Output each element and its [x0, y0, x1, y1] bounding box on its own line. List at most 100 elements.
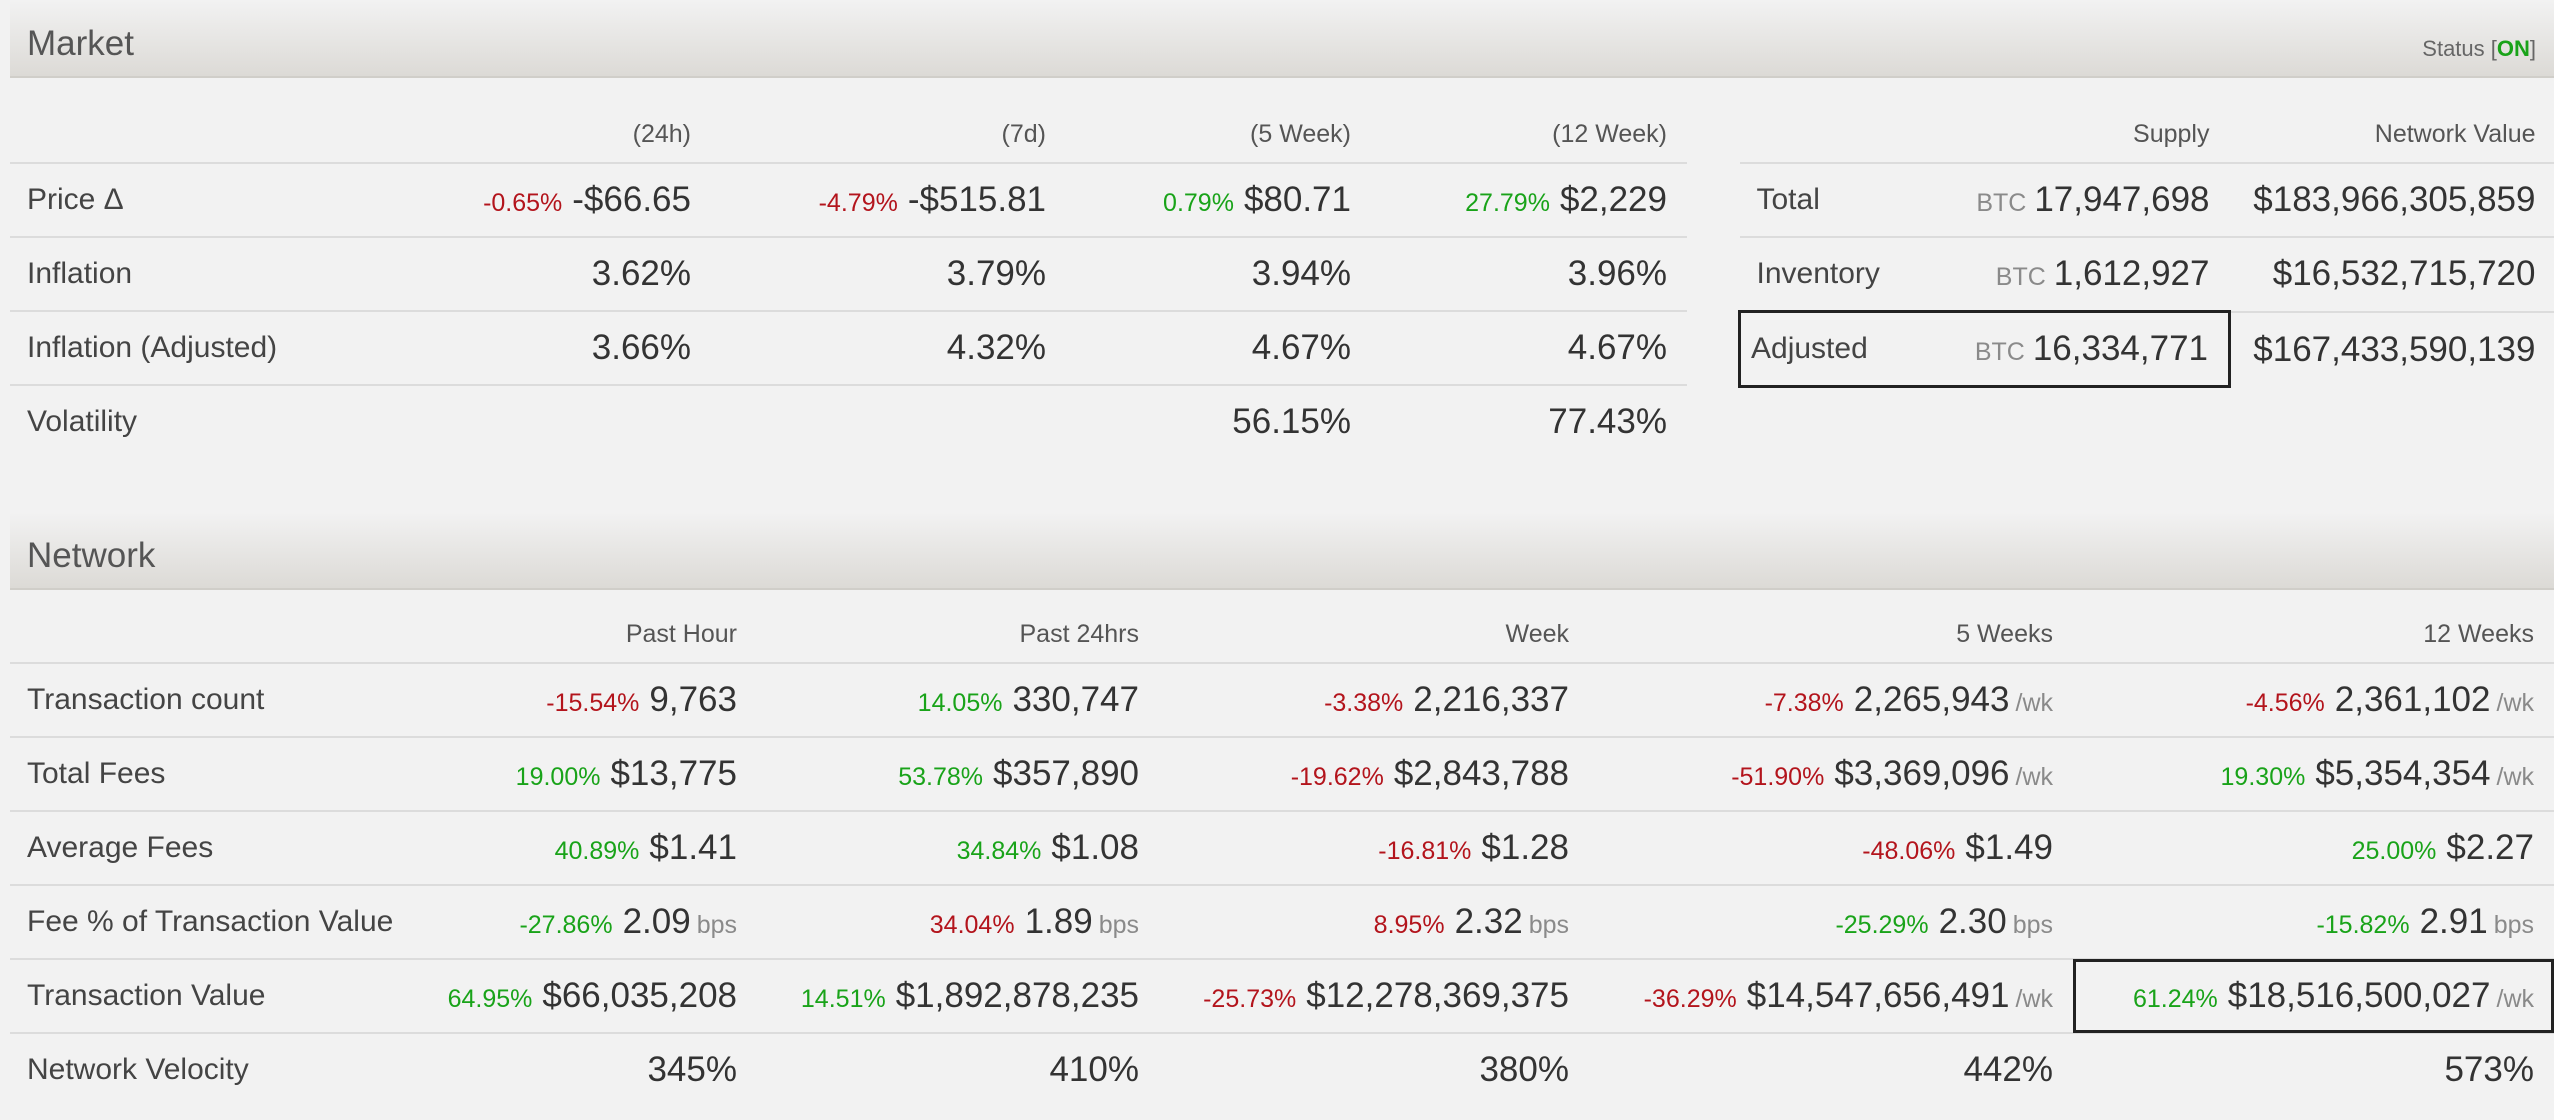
change-pct: -19.62% [1290, 763, 1384, 791]
price-cell: 0.79% $80.71 [1066, 163, 1371, 238]
cell-value: $18,516,500,027 [2227, 976, 2491, 1015]
data-cell: 14.51% $1,892,878,235 [757, 959, 1159, 1034]
data-cell: 34.04% 1.89 bps [757, 885, 1159, 960]
supply-cell: BTC 16,334,771 [1889, 310, 2231, 388]
change-pct: -4.56% [2245, 689, 2325, 717]
inflation-value: 3.94% [1066, 237, 1371, 312]
data-cell: -19.62% $2,843,788 [1159, 737, 1589, 812]
table-row: Transaction count -15.54% 9,763 14.05% 330… [10, 663, 2554, 738]
per-week-suffix: /wk [2496, 689, 2535, 717]
price-change-pct: -0.65% [483, 189, 563, 217]
row-label: Volatility [27, 405, 138, 438]
row-label: Adjusted [1738, 310, 1890, 388]
data-cell: 8.95% 2.32 bps [1159, 885, 1589, 960]
col-5week: (5 Week) [1066, 106, 1371, 164]
inflation-value: 3.62% [356, 237, 711, 312]
status-value: ON [2496, 36, 2530, 61]
change-pct: -27.86% [519, 911, 613, 939]
table-row: Volatility 56.15% 77.43% [10, 385, 1687, 458]
col-7d: (7d) [711, 106, 1066, 164]
cell-value: $3,369,096 [1834, 754, 2010, 793]
cell-value: $5,354,354 [2315, 754, 2491, 793]
inflation-adjusted-value: 4.67% [1066, 311, 1371, 386]
data-cell: -16.81% $1.28 [1159, 811, 1589, 886]
volatility-value: 56.15% [1232, 402, 1351, 441]
price-cell: -0.65% -$66.65 [356, 163, 711, 238]
cell-value: $1.28 [1481, 828, 1569, 867]
price-change-value: $2,229 [1559, 180, 1667, 219]
change-pct: 53.78% [898, 763, 984, 791]
cell-value: $1.49 [1965, 828, 2053, 867]
volatility-value [356, 385, 711, 458]
data-cell: -15.54% 9,763 [393, 663, 757, 738]
data-cell: 53.78% $357,890 [757, 737, 1159, 812]
price-cell: -4.79% -$515.81 [711, 163, 1066, 238]
price-change-value: -$515.81 [907, 180, 1046, 219]
data-cell: -15.82% 2.91 bps [2073, 885, 2554, 960]
change-pct: -15.54% [546, 689, 640, 717]
change-pct: 61.24% [2132, 985, 2218, 1013]
market-header-row: (24h) (7d) (5 Week) (12 Week) [10, 106, 1687, 164]
data-cell: 40.89% $1.41 [393, 811, 757, 886]
price-change-pct: 0.79% [1163, 189, 1234, 217]
cell-value: $66,035,208 [542, 976, 737, 1015]
bps-suffix: bps [2012, 911, 2053, 939]
data-cell: -4.56% 2,361,102/wk [2073, 663, 2554, 738]
btc-unit: BTC [1974, 338, 2025, 366]
supply-cell: BTC 17,947,698 [1889, 163, 2230, 238]
data-cell: -25.73% $12,278,369,375 [1159, 959, 1589, 1034]
change-pct: -51.90% [1731, 763, 1825, 791]
volatility-value [711, 385, 1066, 458]
network-table: Past Hour Past 24hrs Week 5 Weeks 12 Wee… [10, 606, 2554, 1106]
velocity-value: 345% [647, 1050, 737, 1089]
change-pct: 64.95% [447, 985, 533, 1013]
inflation-adjusted-value: 3.66% [356, 311, 711, 386]
row-label: Total Fees [10, 737, 393, 812]
per-week-suffix: /wk [2015, 763, 2054, 791]
row-label: Fee % of Transaction Value [10, 885, 393, 960]
network-header-row: Past Hour Past 24hrs Week 5 Weeks 12 Wee… [10, 606, 2554, 664]
col-week: Week [1159, 606, 1589, 664]
change-pct: -25.73% [1203, 985, 1297, 1013]
change-pct: -7.38% [1764, 689, 1844, 717]
market-header: Market Status [ON] [10, 0, 2554, 78]
cell-value: $12,278,369,375 [1306, 976, 1569, 1015]
table-row: Total BTC 17,947,698 $183,966,305,859 [1739, 163, 2554, 238]
cell-value: $2.27 [2446, 828, 2534, 867]
table-row: Transaction Value 64.95% $66,035,208 14.5… [10, 959, 2554, 1034]
inflation-value: 3.79% [711, 237, 1066, 312]
velocity-value: 410% [1049, 1050, 1139, 1089]
supply-header-row: Supply Network Value [1739, 106, 2554, 164]
network-title: Network [27, 536, 156, 575]
data-cell: 61.24% $18,516,500,027/wk [2073, 959, 2554, 1034]
col-past-hour: Past Hour [393, 606, 757, 664]
col-network-value: Network Value [2229, 106, 2554, 164]
per-week-suffix: /wk [2015, 985, 2054, 1013]
row-label: Transaction count [10, 663, 393, 738]
cell-value: $1.41 [649, 828, 737, 867]
row-label: Price Δ [10, 163, 356, 238]
volatility-value: 77.43% [1548, 402, 1667, 441]
table-row: Inventory BTC 1,612,927 $16,532,715,720 [1739, 237, 2554, 313]
change-pct: 34.04% [929, 911, 1015, 939]
btc-unit: BTC [1976, 189, 2027, 217]
cell-value: $357,890 [993, 754, 1139, 793]
bps-suffix: bps [2493, 911, 2534, 939]
change-pct: 19.00% [515, 763, 601, 791]
table-row: Total Fees 19.00% $13,775 53.78% $357,890 … [10, 737, 2554, 812]
velocity-value: 573% [2444, 1050, 2534, 1089]
network-value: $16,532,715,720 [2229, 237, 2554, 313]
network-header: Network [10, 512, 2554, 590]
cell-value: 9,763 [649, 680, 737, 719]
col-past-24hrs: Past 24hrs [757, 606, 1159, 664]
data-cell: 19.00% $13,775 [393, 737, 757, 812]
col-24h: (24h) [356, 106, 711, 164]
data-cell: -3.38% 2,216,337 [1159, 663, 1589, 738]
cell-value: 2.91 [2419, 902, 2488, 941]
btc-unit: BTC [1995, 263, 2046, 291]
row-label: Inflation [10, 237, 356, 312]
change-pct: 34.84% [956, 837, 1042, 865]
supply-table: Supply Network Value Total BTC 17,947,698… [1738, 106, 2554, 388]
supply-cell: BTC 1,612,927 [1889, 237, 2230, 313]
network-value: $167,433,590,139 [2253, 329, 2536, 369]
